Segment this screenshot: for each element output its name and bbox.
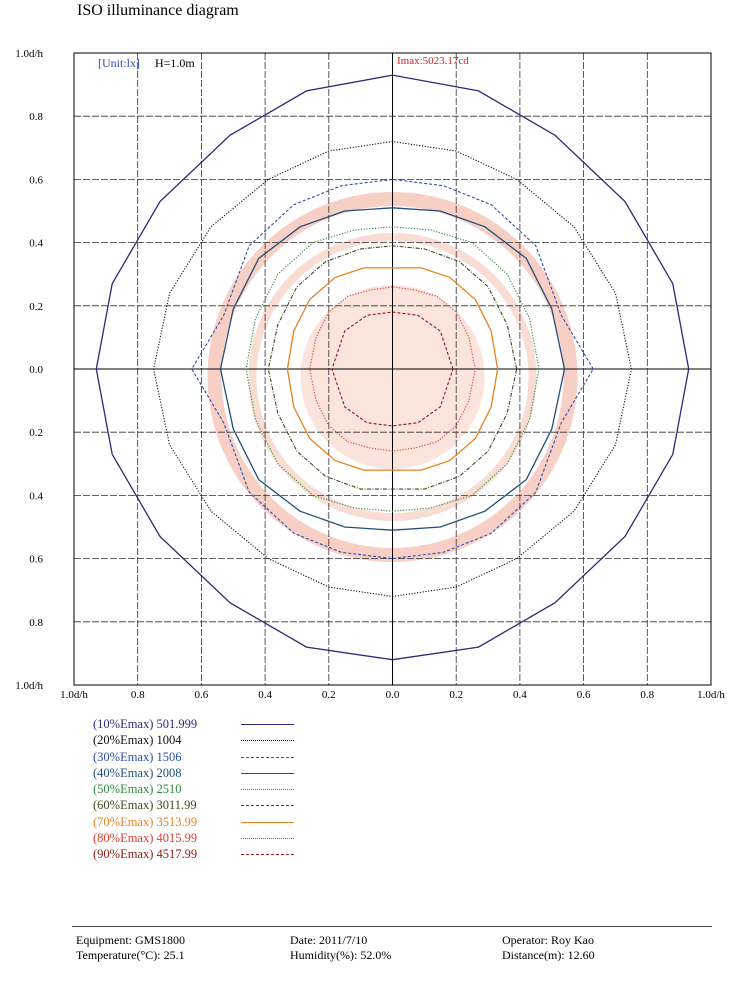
legend-label: (60%Emax) 3011.99 xyxy=(93,798,197,813)
contour-90pct xyxy=(331,311,454,427)
legend-label: (50%Emax) 2510 xyxy=(93,782,182,797)
x-tick-label: 0.6 xyxy=(195,689,209,700)
contour-20pct xyxy=(153,140,632,598)
y-tick-label: 1.0d/h xyxy=(15,680,43,692)
temperature-text: Temperature(°C): 25.1 xyxy=(76,948,185,962)
x-tick-label: 0.0 xyxy=(386,689,400,700)
legend-label: (70%Emax) 3513.99 xyxy=(93,814,198,829)
x-tick-label: 0.8 xyxy=(640,689,654,700)
y-tick-label: 0.2 xyxy=(29,427,43,439)
y-tick-label: 0.6 xyxy=(29,554,43,566)
contour-40pct xyxy=(219,207,566,531)
legend-swatch-line xyxy=(241,756,294,758)
y-tick-label: 1.0d/h xyxy=(15,48,43,60)
distance-text: Distance(m): 12.60 xyxy=(502,948,595,962)
y-tick-label: 0.4 xyxy=(29,490,43,502)
contour-lines xyxy=(95,74,690,661)
legend-swatch-line xyxy=(241,838,294,840)
contour-70pct xyxy=(286,267,499,471)
legend-label: (40%Emax) 2008 xyxy=(93,765,182,780)
x-tick-label: 0.8 xyxy=(131,689,145,700)
contour-30pct xyxy=(191,178,594,560)
legend-label: (90%Emax) 4517.99 xyxy=(93,847,198,862)
x-tick-label: 1.0d/h xyxy=(60,689,88,700)
legend-entry: (90%Emax) 4517.99 xyxy=(93,846,294,862)
x-tick-label: 0.2 xyxy=(322,689,336,700)
footer-info: Equipment: GMS1800 Temperature(°C): 25.1… xyxy=(72,926,712,962)
plot-frame xyxy=(73,52,712,686)
y-tick-label: 0.6 xyxy=(29,174,43,186)
x-tick-label: 1.0d/h xyxy=(697,689,725,700)
contour-60pct xyxy=(267,245,518,490)
chart-grid xyxy=(74,53,711,685)
legend-swatch-line xyxy=(241,740,294,742)
date-text: Date: 2011/7/10 xyxy=(290,933,368,947)
legend-entry: (60%Emax) 3011.99 xyxy=(93,797,294,813)
operator-text: Operator: Roy Kao xyxy=(502,933,594,947)
x-tick-label: 0.6 xyxy=(577,689,591,700)
y-tick-label: 0.2 xyxy=(29,301,43,313)
legend-entry: (20%Emax) 1004 xyxy=(93,732,294,748)
page-title: ISO illuminance diagram xyxy=(77,2,239,19)
humidity-text: Humidity(%): 52.0% xyxy=(290,948,392,962)
legend-label: (80%Emax) 4015.99 xyxy=(93,831,198,846)
y-tick-label: 0.8 xyxy=(29,617,43,629)
axis-ticks: 1.0d/h 0.8 0.6 0.4 0.2 0.0 0.2 0.4 0.6 0.8 1.0d/h 1… xyxy=(15,48,725,700)
height-label: H=1.0m xyxy=(155,56,195,70)
legend-swatch-line xyxy=(241,724,294,725)
contour-80pct xyxy=(309,286,476,452)
y-tick-label: 0.8 xyxy=(29,111,43,123)
x-tick-label: 0.2 xyxy=(449,689,463,700)
legend-swatch-line xyxy=(241,821,294,823)
legend-swatch-line xyxy=(241,789,294,791)
legend-entry: (40%Emax) 2008 xyxy=(93,765,294,781)
unit-label: [Unit:lx] xyxy=(98,56,140,70)
legend-swatch-line xyxy=(241,854,294,856)
legend-entry: (50%Emax) 2510 xyxy=(93,781,294,797)
contour-10pct xyxy=(95,74,690,661)
legend: (10%Emax) 501.999 (20%Emax) 1004 (30%Emax)… xyxy=(93,716,294,863)
legend-entry: (70%Emax) 3513.99 xyxy=(93,814,294,830)
legend-label: (10%Emax) 501.999 xyxy=(93,717,198,731)
legend-entry: (10%Emax) 501.999 xyxy=(93,716,294,732)
iso-chart: 1.0d/h 0.8 0.6 0.4 0.2 0.0 0.2 0.4 0.6 0.8 1.0d/h 1… xyxy=(15,48,725,700)
legend-label: (30%Emax) 1506 xyxy=(93,749,182,764)
y-tick-label: 0.0 xyxy=(29,364,43,376)
legend-label: (20%Emax) 1004 xyxy=(93,733,182,748)
legend-swatch-line xyxy=(241,772,294,774)
y-tick-label: 0.4 xyxy=(29,238,43,250)
legend-entry: (80%Emax) 4015.99 xyxy=(93,830,294,846)
legend-swatch-line xyxy=(241,805,294,807)
legend-entry: (30%Emax) 1506 xyxy=(93,749,294,765)
equipment-text: Equipment: GMS1800 xyxy=(76,933,186,947)
x-tick-label: 0.4 xyxy=(258,689,272,700)
x-tick-label: 0.4 xyxy=(513,689,527,700)
contour-50pct xyxy=(245,226,540,512)
imax-label: Imax:5023.17cd xyxy=(397,55,469,67)
